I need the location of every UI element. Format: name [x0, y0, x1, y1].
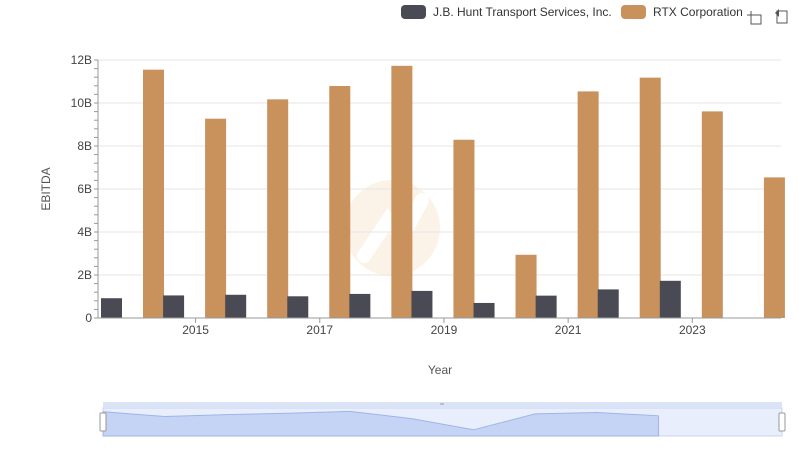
navigator-scrollbar[interactable] — [103, 402, 782, 408]
legend[interactable]: J.B. Hunt Transport Services, Inc. RTX Co… — [401, 5, 743, 19]
y-tick-label: 8B — [77, 139, 92, 153]
x-tick-label: 2021 — [555, 323, 582, 337]
bar-rtx-2020[interactable] — [515, 254, 537, 318]
bar-rtx-2015[interactable] — [205, 118, 227, 318]
bar-jb-hunt-2015[interactable] — [163, 295, 185, 318]
legend-swatch — [401, 5, 426, 19]
bar-jb-hunt-2020[interactable] — [473, 302, 495, 318]
bar-rtx-2019[interactable] — [453, 139, 475, 318]
y-axis-label: EBITDA — [39, 167, 53, 210]
bar-rtx-2016[interactable] — [267, 99, 289, 318]
bar-jb-hunt-2018[interactable] — [349, 293, 371, 318]
y-tick-label: 6B — [77, 182, 92, 196]
y-tick-label: 12B — [71, 53, 92, 67]
y-tick-label: 4B — [77, 225, 92, 239]
legend-item-rtx[interactable]: RTX Corporation — [621, 5, 743, 19]
toolbar — [747, 9, 788, 25]
x-axis-label: Year — [428, 363, 452, 377]
y-axis: 0 2B 4B 6B 8B 10B 12B — [71, 53, 99, 325]
navigator-left-handle[interactable] — [99, 412, 107, 432]
bar-jb-hunt-2016[interactable] — [225, 294, 247, 318]
bar-rtx-2018[interactable] — [391, 65, 413, 319]
y-tick-label: 2B — [77, 268, 92, 282]
bar-jb-hunt-2014[interactable] — [101, 298, 122, 318]
bar-rtx-2014[interactable] — [143, 69, 164, 318]
bar-jb-hunt-2023[interactable] — [659, 280, 681, 318]
x-axis: 2015 2017 2019 2021 2023 — [98, 317, 781, 337]
bar-jb-hunt-2022[interactable] — [597, 289, 619, 318]
navigator-right-handle[interactable] — [778, 412, 786, 432]
reset-zoom-icon[interactable] — [775, 9, 788, 24]
navigator[interactable] — [99, 402, 786, 437]
navigator-series-area — [102, 410, 659, 437]
zoom-icon[interactable] — [747, 11, 762, 25]
bar-jb-hunt-2019[interactable] — [411, 290, 433, 318]
x-tick-label: 2019 — [431, 323, 458, 337]
x-tick-label: 2023 — [679, 323, 706, 337]
x-tick-label: 2015 — [182, 323, 209, 337]
bar-rtx-2023[interactable] — [701, 111, 723, 318]
legend-label: RTX Corporation — [653, 5, 743, 19]
bar-rtx-2017[interactable] — [329, 86, 351, 318]
y-tick-label: 10B — [71, 96, 92, 110]
legend-item-jb-hunt[interactable]: J.B. Hunt Transport Services, Inc. — [401, 5, 612, 19]
bars — [101, 65, 785, 319]
y-tick-label: 0 — [85, 311, 92, 325]
legend-swatch — [621, 5, 646, 19]
bar-jb-hunt-2021[interactable] — [535, 295, 557, 318]
bar-rtx-2022[interactable] — [639, 77, 661, 318]
x-tick-label: 2017 — [306, 323, 333, 337]
bar-jb-hunt-2017[interactable] — [287, 296, 309, 318]
legend-label: J.B. Hunt Transport Services, Inc. — [433, 5, 612, 19]
bar-rtx-2021[interactable] — [577, 91, 599, 318]
gridlines — [98, 59, 781, 319]
bar-rtx-2024[interactable] — [763, 177, 785, 318]
